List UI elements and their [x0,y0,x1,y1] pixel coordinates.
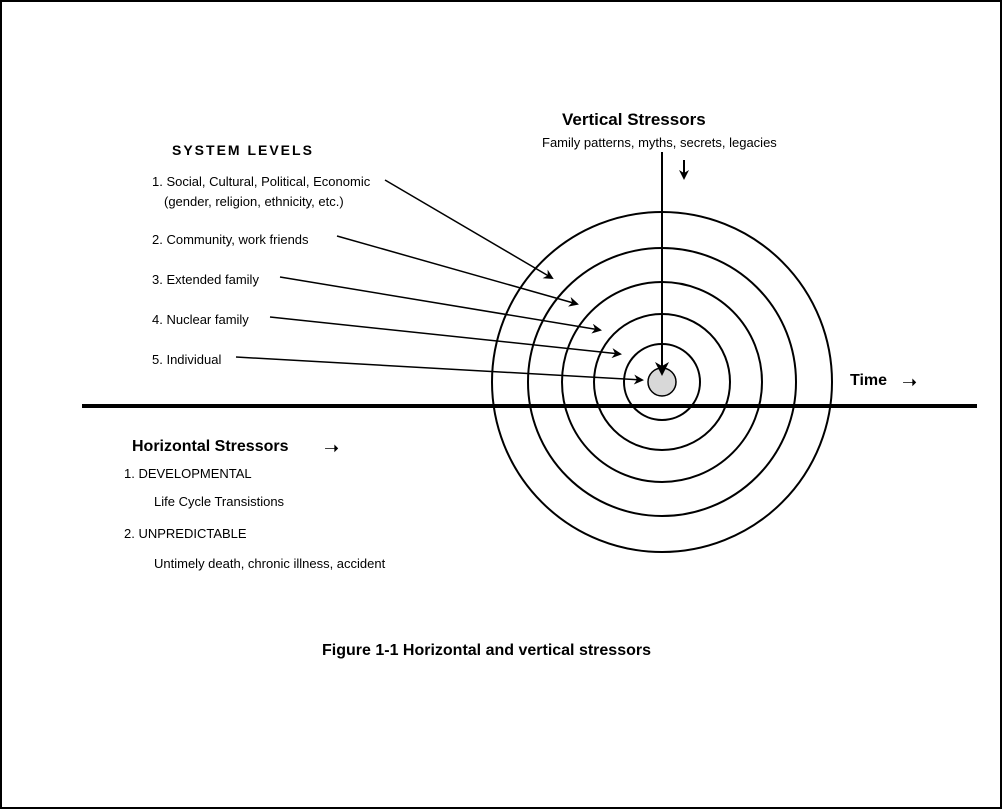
horiz-item-2-sub: Untimely death, chronic illness, acciden… [154,556,385,571]
vertical-stressors-heading: Vertical Stressors [562,110,706,130]
diagram-svg [2,2,1002,811]
system-level-3: 3. Extended family [152,272,259,287]
vertical-stressors-subtext: Family patterns, myths, secrets, legacie… [542,135,777,150]
figure-caption: Figure 1-1 Horizontal and vertical stres… [322,642,651,660]
system-level-1-line1: 1. Social, Cultural, Political, Economic [152,174,370,189]
horiz-item-1-sub: Life Cycle Transistions [154,494,284,509]
horiz-item-2-head: 2. UNPREDICTABLE [124,526,247,541]
time-label: Time [850,372,887,390]
time-arrow-icon: ➝ [902,372,917,393]
horizontal-stressors-heading: Horizontal Stressors [132,438,288,456]
figure-page: Vertical Stressors Family patterns, myth… [0,0,1002,809]
system-level-5: 5. Individual [152,352,221,367]
horiz-item-1-head: 1. DEVELOPMENTAL [124,466,252,481]
system-level-1-line2: (gender, religion, ethnicity, etc.) [164,194,344,209]
horizontal-stressors-arrow-icon: ➝ [324,438,339,459]
system-levels-heading: SYSTEM LEVELS [172,142,314,158]
system-level-2: 2. Community, work friends [152,232,309,247]
system-level-4: 4. Nuclear family [152,312,249,327]
